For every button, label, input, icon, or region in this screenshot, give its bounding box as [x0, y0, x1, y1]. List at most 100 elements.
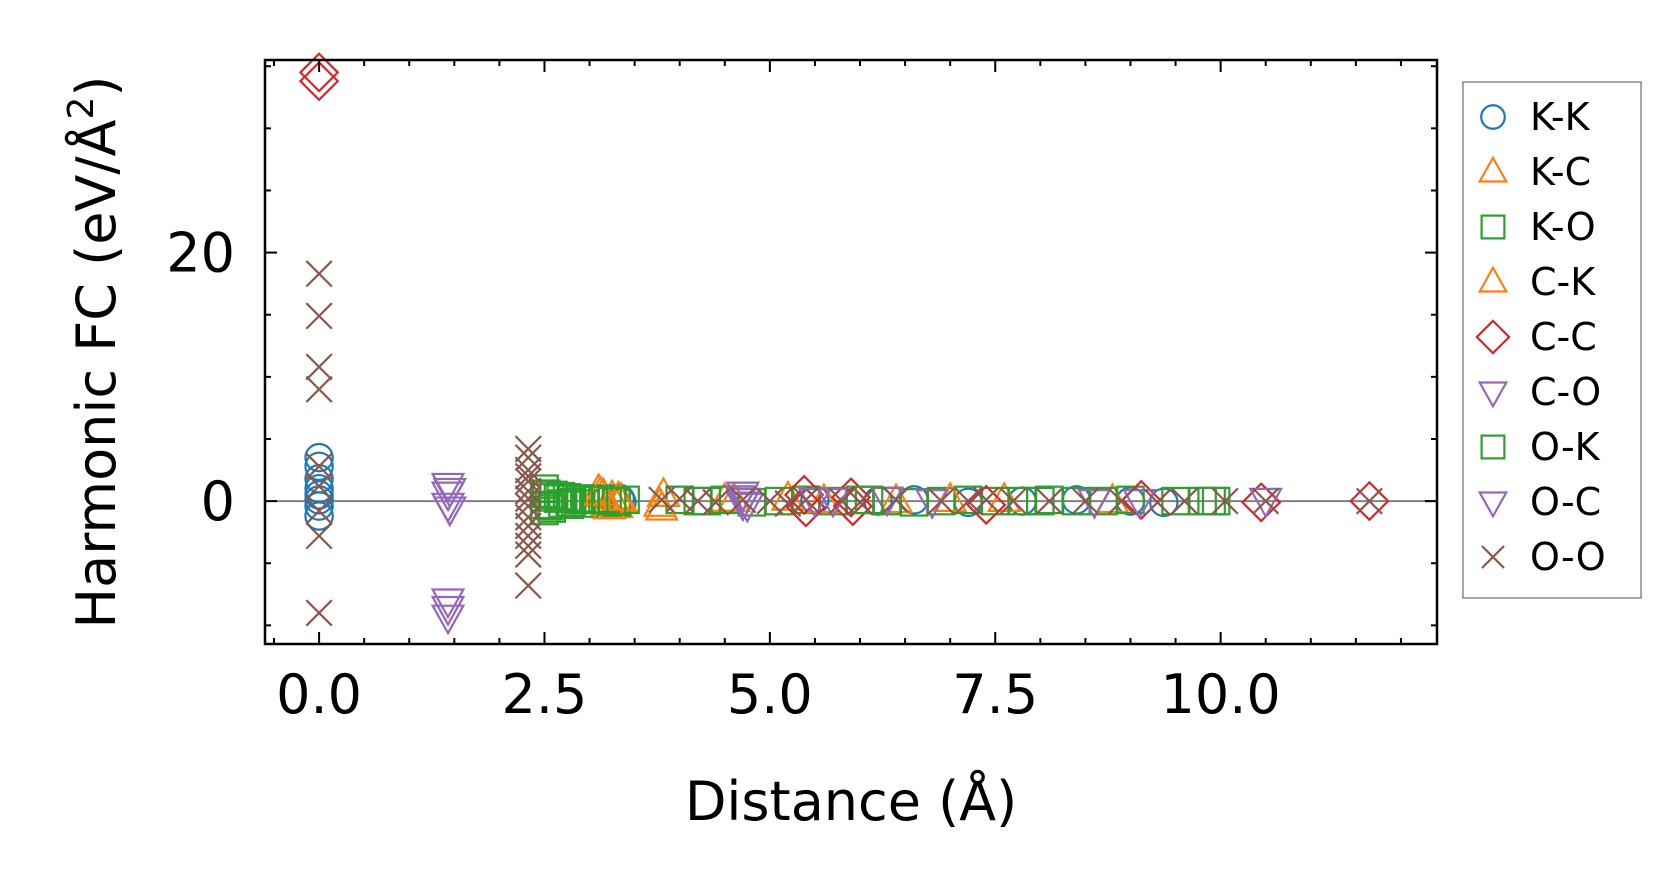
y-axis-label-superscript: 2: [61, 97, 102, 120]
data-point: [1211, 487, 1239, 515]
data-point: [304, 451, 334, 482]
data-point: [298, 60, 340, 102]
legend-marker: [1481, 545, 1505, 569]
data-point: [927, 487, 955, 515]
data-point: [305, 260, 333, 288]
data-point: [882, 486, 910, 514]
data-point: [304, 501, 334, 531]
legend-marker: [1480, 214, 1506, 240]
data-point: [305, 599, 333, 627]
legend-entry: C-C: [1475, 315, 1597, 359]
data-point: [972, 486, 1000, 514]
data-point: [1116, 485, 1145, 515]
x-tick-label: 5.0: [727, 663, 813, 726]
data-point: [430, 588, 466, 620]
data-point: [1035, 487, 1063, 515]
data-point: [1071, 487, 1099, 515]
data-point: [1355, 487, 1383, 515]
data-point: [723, 485, 759, 517]
data-point: [1349, 480, 1390, 522]
data-point: [298, 52, 340, 93]
data-point: [792, 486, 820, 514]
data-point: [666, 485, 694, 513]
data-point: [1122, 489, 1157, 520]
legend-label: C-O: [1530, 370, 1601, 414]
legend-label: O-C: [1530, 480, 1601, 524]
legend-entry: O-C: [1477, 480, 1601, 524]
y-axis-label-main: Harmonic FC (eV/Å: [64, 119, 128, 628]
data-point: [514, 462, 542, 490]
legend-label: C-C: [1530, 315, 1597, 359]
data-point: [514, 456, 542, 484]
legend-label: K-O: [1530, 205, 1596, 249]
legend-marker: [1477, 155, 1509, 183]
data-point: [514, 522, 542, 550]
data-point: [846, 488, 874, 516]
data-point: [785, 487, 827, 528]
data-point: [592, 488, 627, 520]
legend-frame: [1462, 81, 1642, 599]
data-point: [514, 572, 542, 600]
data-point: [692, 486, 722, 516]
data-point: [1248, 487, 1283, 519]
x-tick-label: 0.0: [276, 663, 362, 726]
legend-entry: O-O: [1481, 535, 1606, 579]
legend-marker: [1480, 104, 1506, 130]
y-tick-label: 20: [166, 222, 235, 285]
x-tick-label: 7.5: [952, 663, 1038, 726]
legend-entry: K-K: [1480, 95, 1591, 139]
legend-marker: [1480, 434, 1506, 460]
data-point: [430, 595, 466, 627]
legend-label: K-K: [1530, 95, 1591, 139]
legend-entry: K-O: [1480, 205, 1596, 249]
data-point: [999, 487, 1027, 515]
legend-marker: [1477, 491, 1509, 519]
legend-entry: C-K: [1477, 260, 1596, 304]
data-point: [702, 488, 730, 516]
data-point: [305, 302, 333, 330]
data-point: [514, 512, 542, 540]
data-point: [514, 444, 542, 472]
series-O-O: [305, 260, 1383, 627]
data-point: [432, 477, 468, 509]
y-tick-label: 0: [201, 470, 235, 533]
data-point: [878, 482, 914, 514]
legend-entry: O-K: [1480, 425, 1601, 469]
legend-entry: K-C: [1477, 150, 1591, 194]
legend-label: O-O: [1530, 535, 1606, 579]
data-point: [729, 486, 757, 514]
data-point: [432, 496, 468, 528]
data-point: [304, 442, 334, 473]
data-point: [514, 503, 542, 531]
data-point: [1171, 487, 1199, 515]
data-point: [430, 604, 466, 636]
data-point: [514, 435, 542, 463]
legend-label: C-K: [1530, 260, 1596, 304]
data-point: [305, 472, 333, 500]
data-point: [646, 476, 681, 507]
data-point: [555, 490, 585, 520]
legend-marker: [1477, 381, 1509, 409]
x-tick-label: 2.5: [502, 663, 588, 726]
data-point: [305, 497, 333, 525]
series-C-C: [298, 52, 1390, 528]
data-point: [546, 481, 576, 511]
y-axis-label-end: ): [65, 76, 128, 97]
data-point: [514, 485, 542, 513]
x-tick-label: 10.0: [1161, 663, 1281, 726]
data-point: [514, 532, 542, 560]
legend-entry: C-O: [1477, 370, 1601, 414]
data-point: [1143, 488, 1172, 516]
data-point: [644, 489, 679, 521]
y-axis-label: Harmonic FC (eV/Å2): [61, 76, 128, 629]
data-point: [579, 485, 609, 515]
data-point: [305, 452, 333, 480]
data-point: [1107, 487, 1135, 515]
legend-marker: [1475, 319, 1511, 355]
data-point: [1026, 486, 1055, 516]
axis-ticks: 0.0 2.5 5.0 7.5 10.0 0 20: [166, 60, 1437, 726]
data-point: [305, 522, 333, 550]
data-point: [830, 477, 872, 518]
data-point: [965, 484, 1007, 526]
